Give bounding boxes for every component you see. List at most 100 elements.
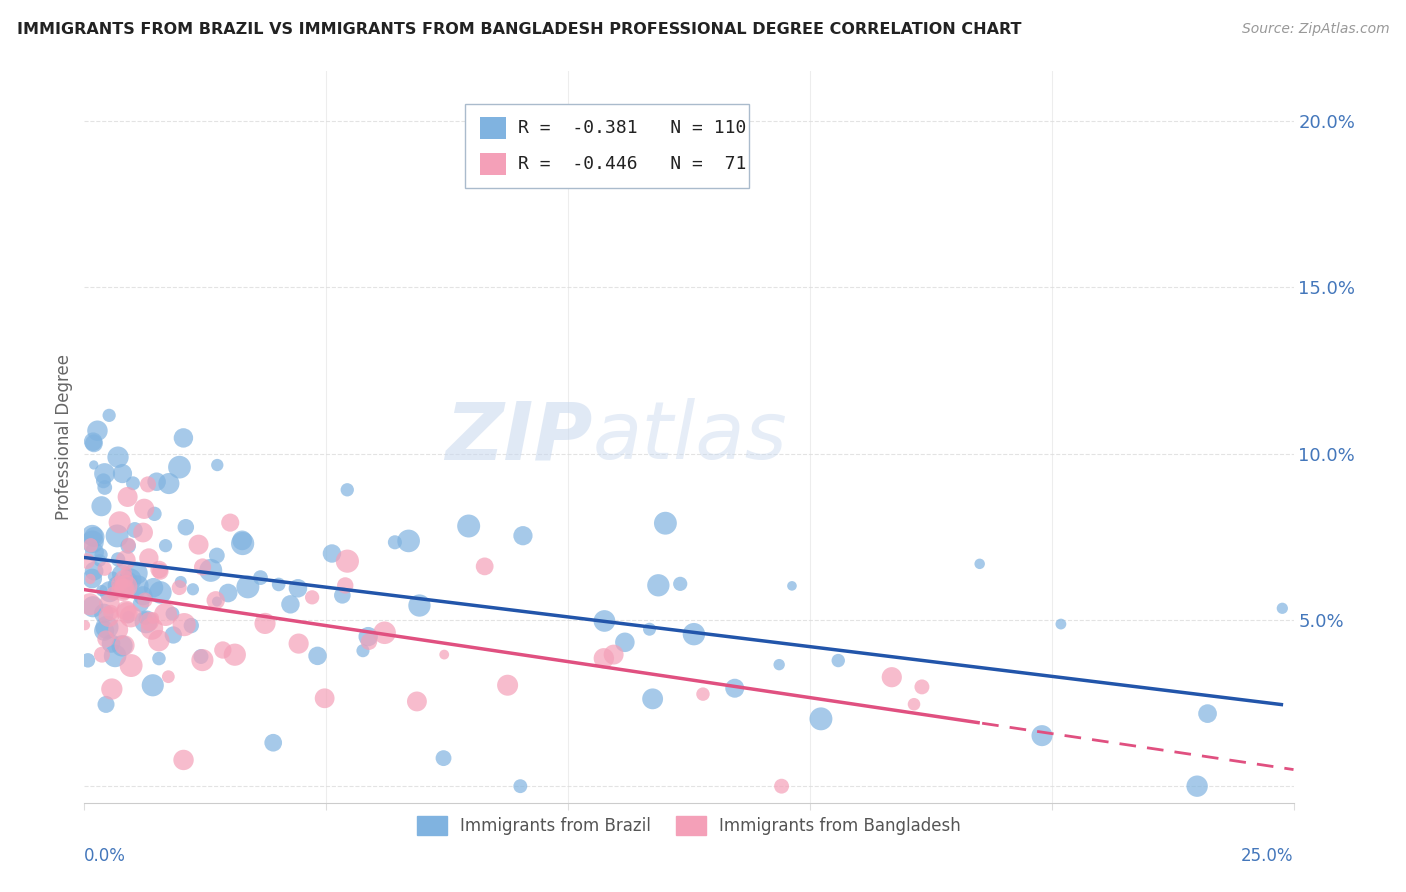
Point bbox=[211, 643, 233, 657]
Point bbox=[114, 639, 136, 653]
Point bbox=[593, 614, 616, 628]
Point bbox=[267, 577, 290, 591]
Point bbox=[181, 582, 204, 597]
Point bbox=[138, 615, 160, 629]
Point bbox=[827, 654, 849, 668]
Point bbox=[136, 477, 159, 491]
Point bbox=[89, 553, 111, 567]
FancyBboxPatch shape bbox=[479, 153, 506, 175]
Point bbox=[141, 622, 163, 636]
Point bbox=[173, 753, 195, 767]
Point bbox=[105, 529, 128, 543]
Point bbox=[1197, 706, 1219, 721]
Point bbox=[287, 582, 309, 596]
Point bbox=[117, 539, 139, 553]
Point bbox=[180, 618, 202, 632]
Text: R =  -0.381   N = 110: R = -0.381 N = 110 bbox=[519, 119, 747, 136]
Point bbox=[167, 581, 190, 595]
Point bbox=[82, 572, 104, 586]
Point bbox=[114, 553, 136, 567]
Point bbox=[172, 431, 194, 445]
Point bbox=[112, 582, 135, 596]
Point bbox=[82, 434, 104, 449]
Text: 25.0%: 25.0% bbox=[1241, 847, 1294, 864]
Point bbox=[173, 617, 195, 632]
Point bbox=[253, 616, 276, 631]
Point bbox=[134, 611, 156, 625]
Point bbox=[98, 584, 121, 599]
Point bbox=[90, 548, 112, 562]
Point bbox=[108, 516, 131, 530]
Point bbox=[780, 579, 803, 593]
Point bbox=[82, 528, 104, 542]
Point bbox=[107, 623, 129, 637]
Point bbox=[157, 670, 180, 684]
Point bbox=[117, 610, 139, 624]
Point bbox=[134, 593, 156, 607]
Text: 0.0%: 0.0% bbox=[84, 847, 127, 864]
Point bbox=[82, 534, 104, 549]
Point bbox=[191, 653, 214, 667]
Point bbox=[669, 577, 692, 591]
Point bbox=[142, 678, 165, 692]
Point bbox=[122, 476, 145, 491]
Point bbox=[94, 481, 117, 495]
Point bbox=[111, 639, 134, 653]
Point bbox=[103, 586, 125, 600]
FancyBboxPatch shape bbox=[479, 117, 506, 138]
Point bbox=[127, 579, 149, 593]
Point bbox=[93, 624, 115, 638]
Point bbox=[321, 547, 343, 561]
Point bbox=[82, 599, 104, 614]
Point bbox=[83, 564, 105, 578]
Point bbox=[149, 565, 172, 579]
Point bbox=[73, 618, 96, 632]
Point bbox=[125, 566, 148, 580]
Point bbox=[602, 648, 624, 662]
Point bbox=[219, 516, 242, 530]
Point bbox=[262, 736, 284, 750]
Point bbox=[398, 533, 420, 548]
Point bbox=[112, 572, 135, 586]
Point bbox=[118, 574, 141, 588]
Point bbox=[406, 694, 429, 708]
Point bbox=[142, 611, 165, 625]
Point bbox=[647, 578, 669, 592]
Point bbox=[496, 678, 519, 692]
Point bbox=[314, 691, 336, 706]
Point bbox=[98, 409, 121, 423]
Point bbox=[638, 622, 661, 636]
Point bbox=[83, 545, 105, 559]
Point bbox=[90, 500, 112, 514]
Point bbox=[100, 636, 122, 650]
Point bbox=[205, 594, 228, 608]
Point bbox=[592, 651, 614, 665]
Point bbox=[98, 597, 121, 611]
Point bbox=[111, 467, 134, 481]
Point bbox=[384, 535, 406, 549]
Point bbox=[613, 635, 636, 649]
Point bbox=[357, 630, 380, 644]
Text: R =  -0.446   N =  71: R = -0.446 N = 71 bbox=[519, 155, 747, 173]
Point bbox=[162, 628, 184, 642]
Point bbox=[187, 538, 209, 552]
Point bbox=[512, 529, 534, 543]
Text: IMMIGRANTS FROM BRAZIL VS IMMIGRANTS FROM BANGLADESH PROFESSIONAL DEGREE CORRELA: IMMIGRANTS FROM BRAZIL VS IMMIGRANTS FRO… bbox=[17, 22, 1021, 37]
Point bbox=[105, 579, 128, 593]
Point bbox=[76, 554, 98, 568]
Point bbox=[335, 578, 357, 592]
Point bbox=[232, 536, 254, 550]
Point bbox=[474, 559, 496, 574]
Point bbox=[115, 606, 138, 620]
Point bbox=[724, 681, 747, 696]
Point bbox=[170, 574, 193, 589]
Point bbox=[104, 648, 127, 663]
Point bbox=[204, 593, 226, 607]
Text: ZIP: ZIP bbox=[444, 398, 592, 476]
Point bbox=[200, 563, 222, 577]
Point bbox=[174, 520, 197, 534]
Point bbox=[120, 609, 142, 624]
Point bbox=[336, 483, 359, 497]
Point bbox=[132, 589, 155, 603]
Point bbox=[157, 476, 180, 491]
